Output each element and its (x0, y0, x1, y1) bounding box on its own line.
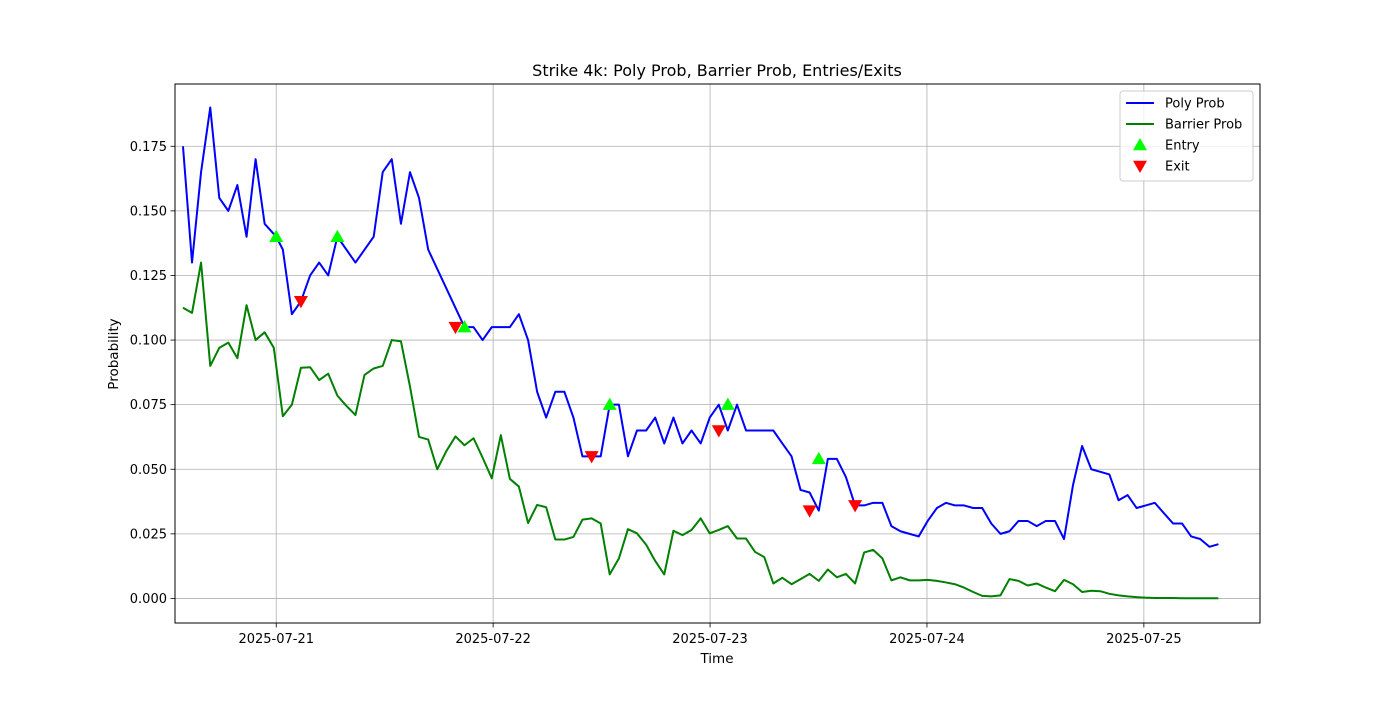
exit-marker (448, 321, 463, 335)
entry-marker (269, 229, 284, 242)
plot-area-frame (174, 83, 1261, 624)
entry-exit-markers (269, 229, 863, 518)
y-tick-label: 0.000 (130, 592, 167, 607)
y-tick-label: 0.050 (130, 463, 167, 478)
x-tick-label: 2025-07-23 (672, 632, 748, 647)
x-tick-label: 2025-07-24 (889, 632, 965, 647)
y-tick-label: 0.125 (130, 269, 167, 284)
legend-box (1119, 90, 1254, 182)
legend: Poly Prob Barrier Prob Entry Exit (1119, 90, 1254, 182)
y-tick-label: 0.100 (130, 334, 167, 349)
grid-lines (175, 84, 1260, 623)
exit-marker (293, 296, 308, 309)
legend-label-barrier-prob: Barrier Prob (1165, 118, 1242, 133)
y-tick-label: 0.175 (130, 140, 167, 155)
legend-label-poly-prob: Poly Prob (1165, 97, 1225, 112)
series-lines (181, 106, 1219, 600)
entry-marker (811, 451, 826, 465)
y-axis-label: Probability (106, 318, 122, 389)
y-tick-label: 0.075 (130, 398, 167, 413)
y-tick-label: 0.150 (130, 204, 167, 219)
entry-marker (330, 229, 345, 242)
exit-marker (711, 425, 726, 438)
entry-marker (602, 397, 617, 410)
x-axis-label: Time (699, 651, 733, 667)
barrier-prob-line (182, 261, 1219, 600)
y-tick-label: 0.025 (130, 527, 167, 542)
x-tick-label: 2025-07-21 (238, 632, 314, 647)
legend-label-exit: Exit (1165, 160, 1190, 175)
legend-label-entry: Entry (1165, 139, 1200, 154)
legend-swatch-exit (1133, 160, 1147, 173)
chart-title: Strike 4k: Poly Prob, Barrier Prob, Entr… (532, 61, 902, 80)
exit-marker (848, 500, 863, 513)
entry-marker (720, 397, 735, 410)
exit-marker (802, 505, 817, 518)
legend-swatch-entry (1133, 138, 1147, 151)
axis-ticks: 2025-07-21 2025-07-22 2025-07-23 2025-07-24… (130, 140, 1182, 647)
exit-marker (584, 451, 599, 464)
x-tick-label: 2025-07-25 (1106, 632, 1182, 647)
poly-prob-line (181, 106, 1219, 548)
x-tick-label: 2025-07-22 (455, 632, 531, 647)
entry-marker (457, 320, 472, 333)
